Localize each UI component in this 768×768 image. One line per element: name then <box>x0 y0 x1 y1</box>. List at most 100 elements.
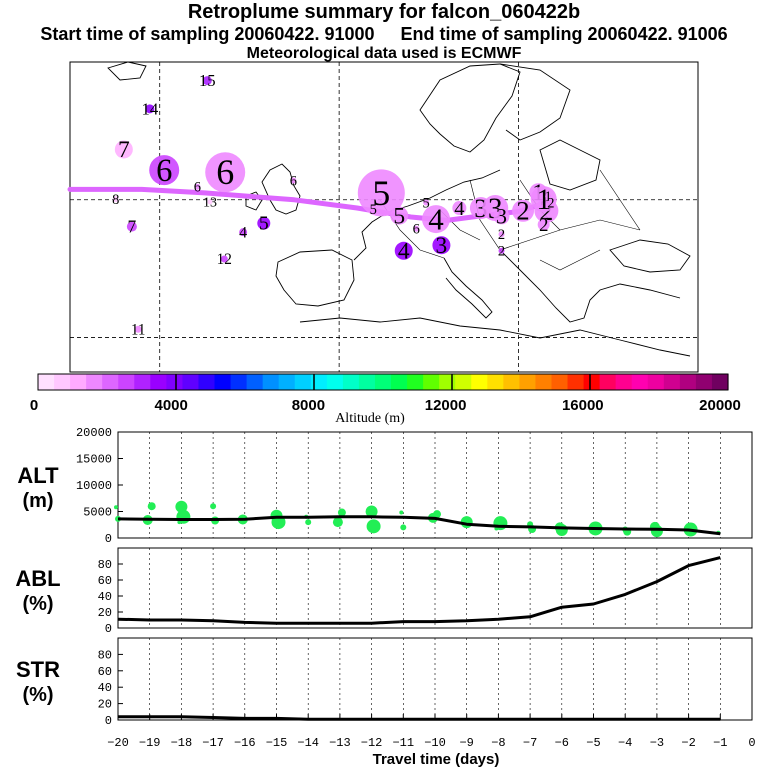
cluster-day-label: 2 <box>539 215 549 236</box>
cluster-circle <box>432 236 451 255</box>
cluster-circle <box>290 177 297 184</box>
cluster-day-label: 13 <box>203 195 217 210</box>
cluster-circle <box>498 231 505 238</box>
y-tick-label: 60 <box>98 574 112 588</box>
colorbar-swatch <box>86 374 103 390</box>
cluster-circle <box>422 205 451 234</box>
cluster-circle <box>126 221 137 232</box>
colorbar-swatch <box>102 374 119 390</box>
cluster-day-label: 2 <box>498 227 505 243</box>
plume-point <box>555 524 568 537</box>
cluster-day-label: 12 <box>217 251 232 268</box>
cluster-circle <box>547 199 554 206</box>
cluster-day-label: 5 <box>393 203 405 229</box>
cluster-day-label: 1 <box>545 189 552 205</box>
colorbar-swatch <box>310 374 328 390</box>
colorbar-swatch <box>150 374 167 390</box>
plume-point <box>400 524 407 531</box>
colorbar-swatch <box>374 374 392 390</box>
cluster-day-label: 3 <box>496 204 507 229</box>
cluster-day-label: 5 <box>259 213 269 235</box>
cluster-circle <box>545 193 552 200</box>
panel-unit: (m) <box>22 490 53 512</box>
cluster-day-label: 4 <box>398 239 410 265</box>
plume-point <box>399 510 404 515</box>
x-tick-label: −6 <box>555 736 569 750</box>
start-time-label: Start time of sampling 20060422. 91000 <box>40 24 375 44</box>
plume-point <box>337 508 346 517</box>
y-tick-label: 80 <box>98 648 112 662</box>
x-tick-label: −5 <box>586 736 600 750</box>
colorbar-swatch <box>182 374 200 390</box>
x-tick-label: −20 <box>107 736 129 750</box>
colorbar-swatch <box>583 374 601 390</box>
colorbar-ticks: 0 4000 8000 12000 16000 20000 <box>30 374 741 414</box>
x-tick-label: −4 <box>618 736 632 750</box>
x-axis-label: Travel time (days) <box>373 751 500 768</box>
x-tick-label: −2 <box>681 736 695 750</box>
colorbar-swatch <box>230 374 248 390</box>
cluster-day-label: 6 <box>413 221 420 237</box>
cluster-circle <box>112 196 119 203</box>
colorbar-swatches <box>38 374 729 390</box>
colorbar-swatch <box>679 374 697 390</box>
plume-point <box>332 517 343 528</box>
panel-unit: (%) <box>22 684 53 706</box>
cluster-day-label: 6 <box>194 179 201 195</box>
abl-panel: 0 20 40 60 80 ABL(%) <box>15 547 753 636</box>
cluster-circle <box>257 216 271 230</box>
colorbar-swatch <box>567 374 585 390</box>
colorbar-swatch <box>695 374 713 390</box>
altitude-colorbar: 0 4000 8000 12000 16000 20000 Altitude (m) <box>30 373 741 426</box>
cluster-day-label: 7 <box>128 216 137 236</box>
cluster-circle <box>149 155 180 186</box>
cluster-circle <box>537 218 550 231</box>
x-tick-label: −17 <box>202 736 224 750</box>
colorbar-swatch <box>599 374 617 390</box>
colorbar-swatch <box>278 374 296 390</box>
panel-title: ALT <box>17 463 59 488</box>
x-tick-label: −11 <box>392 736 414 750</box>
cluster-circle <box>370 206 377 213</box>
cluster-circle <box>493 208 510 225</box>
y-tick-label: 80 <box>98 558 112 572</box>
x-tick-label: −18 <box>171 736 193 750</box>
cluster-day-label: 6 <box>216 152 234 192</box>
colorbar-swatch <box>711 374 729 390</box>
colorbar-swatch <box>54 374 71 390</box>
cluster-day-label: 3 <box>436 233 448 259</box>
colorbar-swatch <box>455 374 472 390</box>
cluster-day-label: 6 <box>156 153 172 189</box>
plume-point <box>650 525 663 538</box>
x-tick-label: −15 <box>266 736 288 750</box>
x-tick-label: −1 <box>713 736 727 750</box>
cluster-day-label: 2 <box>498 244 505 260</box>
y-tick-label: 20000 <box>76 426 112 440</box>
cluster-day-label: 5 <box>372 173 390 213</box>
map-frame <box>69 61 699 373</box>
colorbar-tick-label: 20000 <box>699 397 741 414</box>
y-tick-label: 60 <box>98 665 112 679</box>
plume-point <box>147 502 156 511</box>
colorbar-tick-label: 8000 <box>292 397 325 414</box>
colorbar-tick-label: 16000 <box>562 397 604 414</box>
y-tick-label: 40 <box>98 681 112 695</box>
cluster-day-label: 2 <box>516 196 529 226</box>
colorbar-swatch <box>439 374 456 390</box>
y-tick-label: 20 <box>98 698 112 712</box>
cluster-circle <box>357 169 405 217</box>
colorbar-swatch <box>471 374 488 390</box>
colorbar-swatch <box>631 374 649 390</box>
altitude-panel: 0 5000 10000 15000 20000 ALT(m) <box>17 426 753 546</box>
str-panel: 0 20 40 60 80 STR(%) <box>16 637 753 728</box>
cluster-day-label: 1 <box>536 184 551 216</box>
colorbar-tick-label: 12000 <box>425 397 467 414</box>
colorbar-swatch <box>423 374 440 390</box>
cluster-day-label: 7 <box>118 137 130 163</box>
cluster-circle <box>194 183 201 190</box>
colorbar-swatch <box>262 374 280 390</box>
cluster-day-label: 2 <box>547 195 554 211</box>
x-tick-label: −14 <box>297 736 319 750</box>
colorbar-swatch <box>519 374 537 390</box>
colorbar-frame <box>37 373 729 391</box>
